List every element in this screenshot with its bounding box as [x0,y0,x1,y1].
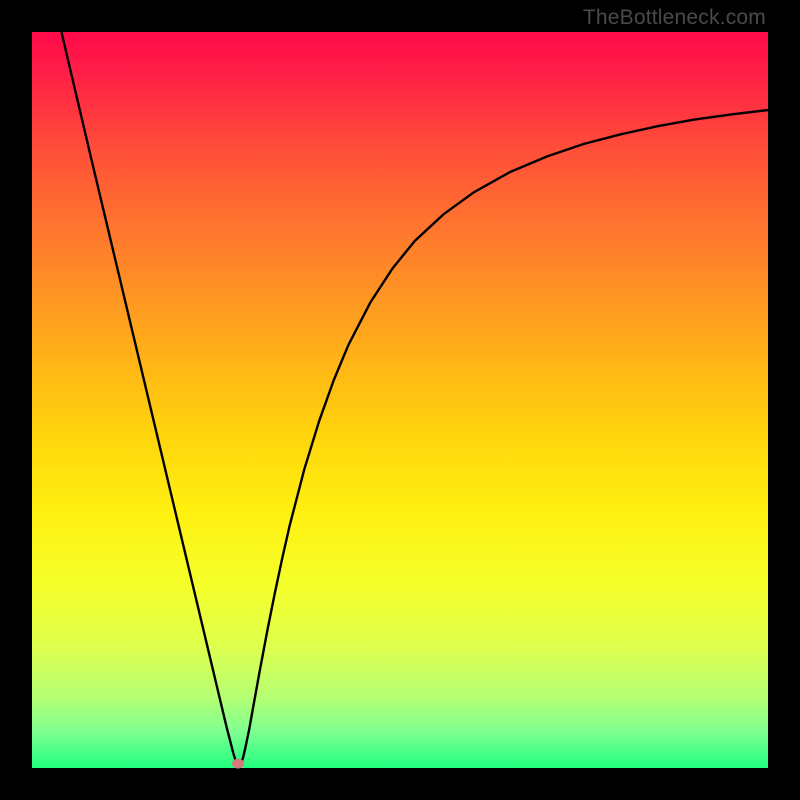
chart-svg [0,0,800,800]
figure-root: TheBottleneck.com [0,0,800,800]
plot-gradient-background [32,32,768,768]
minimum-marker [232,759,244,769]
watermark-text: TheBottleneck.com [583,6,766,30]
